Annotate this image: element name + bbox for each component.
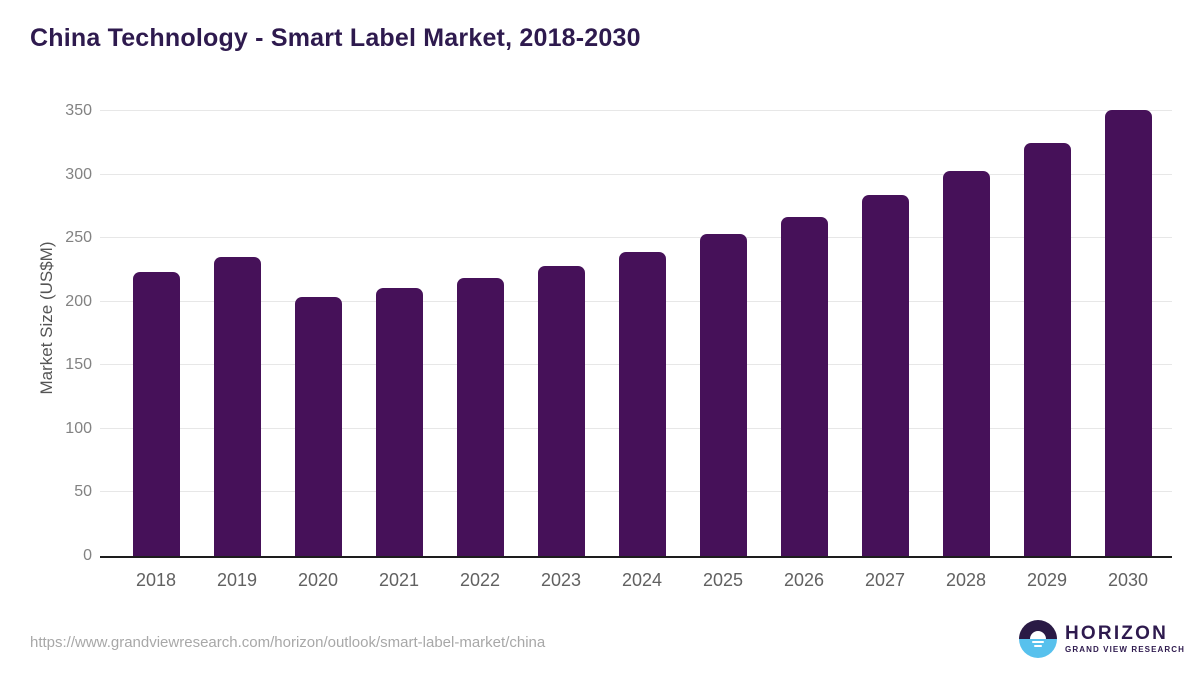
- x-tick-label-2019: 2019: [216, 570, 258, 590]
- bar-2025: [699, 234, 747, 556]
- sun-reflection-line: [1032, 641, 1044, 643]
- gridline: [100, 173, 1172, 175]
- y-tick-label: 350: [65, 102, 92, 119]
- gridline: [100, 110, 1172, 111]
- sun-dome-shape: [1030, 631, 1046, 639]
- logo-sub-brand: GRAND VIEW RESEARCH: [1065, 645, 1186, 654]
- bar-2024: [618, 252, 666, 556]
- horizon-sun-icon: [1019, 620, 1057, 658]
- bar-2018: [132, 272, 180, 556]
- bar-2030: [1104, 109, 1152, 556]
- gridline: [100, 237, 1172, 239]
- bar-2019: [213, 257, 261, 556]
- chart-title: China Technology - Smart Label Market, 2…: [30, 24, 641, 52]
- y-tick-label: 50: [74, 483, 92, 501]
- x-tick-label-2025: 2025: [702, 570, 744, 590]
- x-tick-label-2026: 2026: [783, 570, 825, 590]
- x-tick-label-2018: 2018: [135, 570, 177, 590]
- x-tick-label-2027: 2027: [864, 570, 906, 590]
- y-tick-label: 100: [65, 419, 92, 437]
- sun-reflection-line: [1034, 645, 1042, 647]
- x-tick-label-2022: 2022: [459, 570, 501, 590]
- x-tick-label-2030: 2030: [1107, 570, 1149, 590]
- plot-area: 0 50 100 150 200 250 300 350 2018 2019 2020 2021 202…: [65, 95, 1172, 590]
- bar-2022: [456, 277, 504, 556]
- x-tick-label-2029: 2029: [1026, 570, 1068, 590]
- y-tick-label: 250: [65, 229, 92, 247]
- source-url: https://www.grandviewresearch.com/horizo…: [30, 634, 546, 651]
- x-tick-label-2021: 2021: [378, 570, 420, 590]
- y-tick-label: 0: [83, 547, 92, 564]
- logo-text: HORIZON GRAND VIEW RESEARCH: [1065, 624, 1185, 654]
- x-tick-label-2023: 2023: [540, 570, 582, 590]
- y-tick-label: 200: [65, 292, 92, 310]
- bar-2023: [537, 266, 585, 556]
- bar-2027: [861, 194, 909, 556]
- logo-brand-name: HORIZON: [1065, 623, 1169, 644]
- bar-2028: [942, 170, 990, 556]
- bar-2029: [1023, 142, 1071, 556]
- x-tick-label-2020: 2020: [297, 570, 339, 590]
- bar-2020: [294, 296, 342, 556]
- x-tick-label-2024: 2024: [621, 570, 663, 590]
- bar-2026: [780, 216, 828, 556]
- bar-2021: [375, 287, 423, 556]
- horizon-logo: HORIZON GRAND VIEW RESEARCH: [1019, 620, 1185, 658]
- x-tick-label-2028: 2028: [945, 570, 987, 590]
- y-tick-label: 150: [65, 356, 92, 374]
- y-tick-label: 300: [65, 165, 92, 183]
